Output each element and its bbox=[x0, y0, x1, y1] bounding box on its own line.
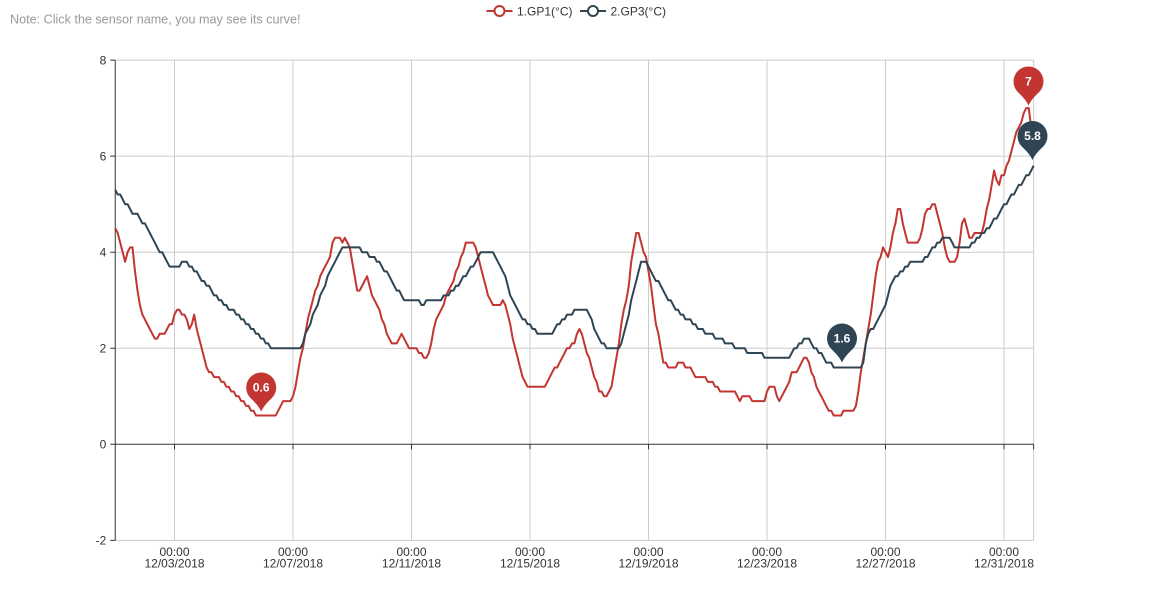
svg-text:12/15/2018: 12/15/2018 bbox=[500, 557, 560, 571]
svg-text:12/27/2018: 12/27/2018 bbox=[855, 557, 915, 571]
svg-text:12/31/2018: 12/31/2018 bbox=[974, 557, 1034, 571]
svg-text:5.8: 5.8 bbox=[1024, 129, 1041, 143]
svg-text:2: 2 bbox=[100, 341, 107, 355]
svg-text:0: 0 bbox=[100, 438, 107, 452]
svg-text:12/23/2018: 12/23/2018 bbox=[737, 557, 797, 571]
svg-text:00:00: 00:00 bbox=[752, 545, 782, 559]
svg-text:4: 4 bbox=[100, 245, 107, 259]
svg-text:00:00: 00:00 bbox=[989, 545, 1019, 559]
svg-text:00:00: 00:00 bbox=[278, 545, 308, 559]
svg-text:12/03/2018: 12/03/2018 bbox=[144, 557, 204, 571]
svg-text:00:00: 00:00 bbox=[159, 545, 189, 559]
svg-text:6: 6 bbox=[100, 149, 107, 163]
svg-text:00:00: 00:00 bbox=[633, 545, 663, 559]
svg-text:12/07/2018: 12/07/2018 bbox=[263, 557, 323, 571]
svg-text:7: 7 bbox=[1025, 75, 1032, 89]
svg-text:00:00: 00:00 bbox=[870, 545, 900, 559]
svg-text:0.6: 0.6 bbox=[253, 381, 270, 395]
svg-text:12/11/2018: 12/11/2018 bbox=[382, 557, 441, 571]
svg-text:8: 8 bbox=[100, 53, 107, 67]
svg-text:00:00: 00:00 bbox=[396, 545, 426, 559]
svg-text:1.6: 1.6 bbox=[834, 332, 851, 346]
svg-text:2.GP3(°C): 2.GP3(°C) bbox=[611, 5, 666, 19]
svg-text:1.GP1(°C): 1.GP1(°C) bbox=[517, 5, 572, 19]
svg-text:-2: -2 bbox=[96, 534, 107, 548]
svg-text:00:00: 00:00 bbox=[515, 545, 545, 559]
svg-text:12/19/2018: 12/19/2018 bbox=[618, 557, 678, 571]
svg-text:Note: Click the sensor name, y: Note: Click the sensor name, you may see… bbox=[10, 13, 300, 27]
